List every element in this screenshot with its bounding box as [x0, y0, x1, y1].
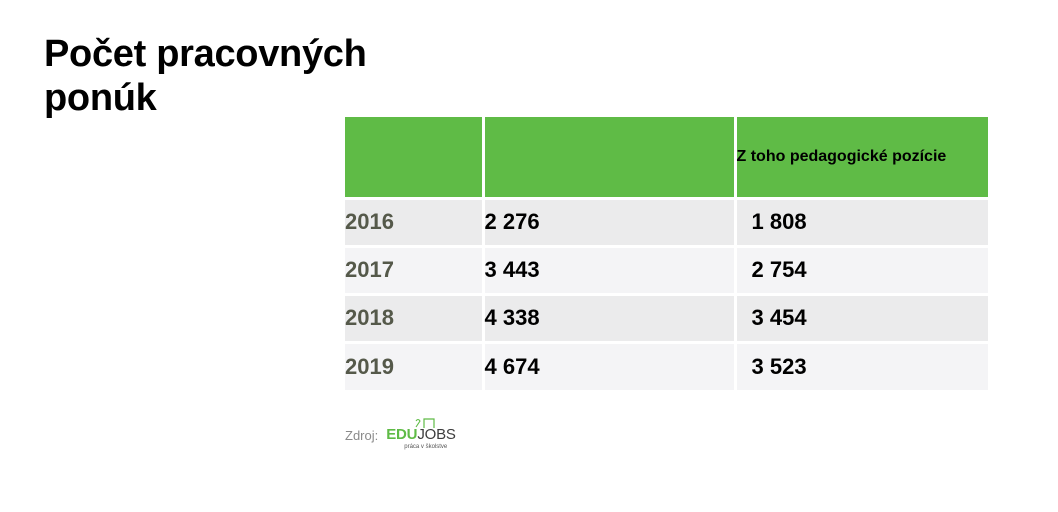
- total-cell: 4 338: [483, 294, 737, 344]
- year-cell: 2018: [345, 294, 485, 344]
- logo-wordmark: EDUJOBS: [386, 426, 456, 443]
- year-cell: 2019: [345, 342, 485, 390]
- page-title: Počet pracovných ponúk: [44, 33, 367, 119]
- logo-edu: EDU: [386, 426, 418, 443]
- year-cell: 2016: [345, 198, 485, 248]
- total-cell: 3 443: [483, 246, 737, 296]
- total-cell: 4 674: [483, 342, 737, 390]
- table-row: 2018 4 338 3 454: [345, 294, 988, 344]
- table-row: 2019 4 674 3 523: [345, 342, 988, 390]
- header-cell-total: [483, 117, 737, 200]
- pedagogical-cell: 2 754: [735, 246, 988, 296]
- pedagogical-cell: 3 454: [735, 294, 988, 344]
- logo-graphic-icon: [415, 418, 435, 428]
- table-header-row: Z toho pedagogické pozície: [345, 117, 988, 200]
- table-row: 2016 2 276 1 808: [345, 198, 988, 248]
- pedagogical-cell: 3 523: [735, 342, 988, 390]
- header-cell-pedagogical: Z toho pedagogické pozície: [735, 117, 988, 200]
- pedagogical-cell: 1 808: [735, 198, 988, 248]
- job-offers-table: Z toho pedagogické pozície 2016 2 276 1 …: [345, 117, 988, 390]
- source-label: Zdroj:: [345, 428, 379, 443]
- year-cell: 2017: [345, 246, 485, 296]
- header-cell-year: [345, 117, 485, 200]
- logo-jobs: JOBS: [417, 426, 456, 443]
- table-row: 2017 3 443 2 754: [345, 246, 988, 296]
- edujobs-logo: EDUJOBS práca v školstve: [384, 416, 458, 454]
- source-credit: Zdroj: EDUJOBS práca v školstve: [345, 416, 458, 456]
- logo-tagline: práca v školstve: [404, 444, 448, 450]
- total-cell: 2 276: [483, 198, 737, 248]
